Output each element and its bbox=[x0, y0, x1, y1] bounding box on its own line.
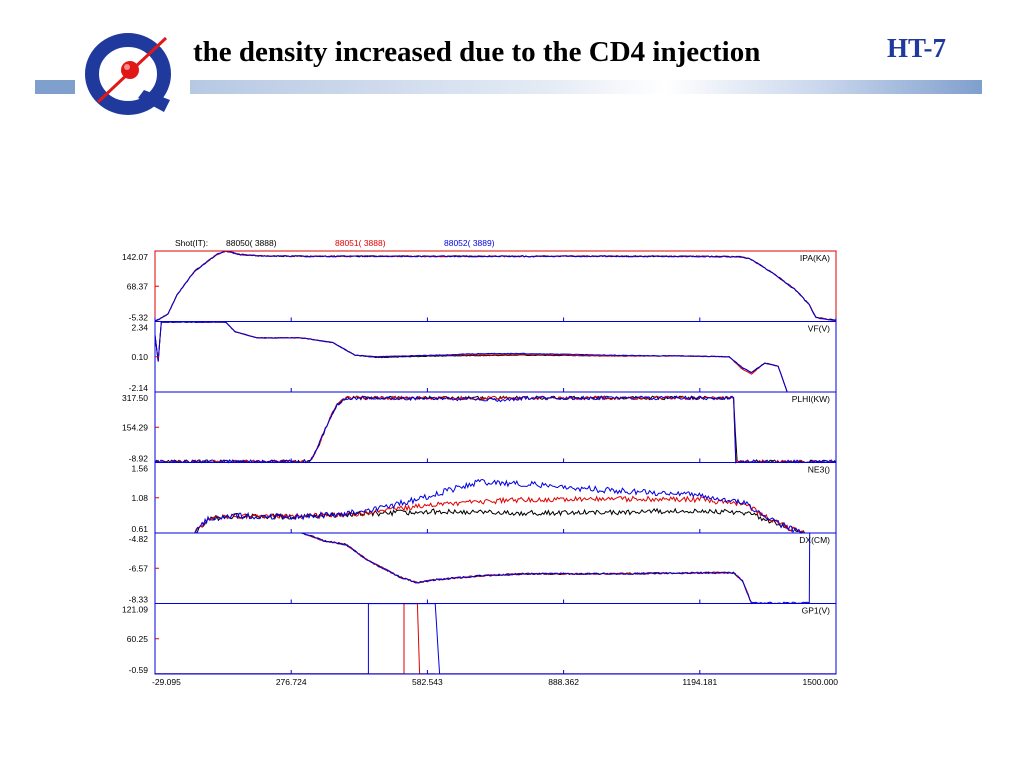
panel-name-0: IPA(KA) bbox=[800, 253, 830, 263]
shot-header-label: Shot(IT): bbox=[175, 238, 208, 248]
panel-0-ytick-0: 142.07 bbox=[122, 252, 148, 262]
panel-1-ytick-2: -2.14 bbox=[129, 383, 149, 393]
series-line-gp1v-88052 bbox=[155, 603, 836, 675]
x-tick-label-4: 1194.181 bbox=[682, 677, 717, 687]
panel-name-2: PLHI(KW) bbox=[792, 394, 830, 404]
panel-2-ytick-0: 317.50 bbox=[122, 393, 148, 403]
shot-header-2: 88052( 3889) bbox=[444, 238, 495, 248]
panel-4-ytick-2: -8.33 bbox=[129, 595, 149, 605]
series-line-dxcm-88051 bbox=[301, 532, 752, 604]
series-line-dxcm-88050 bbox=[301, 532, 752, 604]
panel-2-ytick-2: -8.92 bbox=[129, 454, 149, 464]
panel-3-ytick-1: 1.08 bbox=[131, 493, 148, 503]
x-tick-label-5: 1500.000 bbox=[803, 677, 839, 687]
series-line-ne3-88052 bbox=[194, 478, 805, 534]
series-line-ipaka-88050 bbox=[154, 250, 837, 322]
panel-name-3: NE3() bbox=[808, 465, 830, 475]
panel-name-5: GP1(V) bbox=[802, 606, 831, 616]
panel-0-ytick-2: -5.32 bbox=[129, 313, 149, 323]
panel-5-ytick-0: 121.09 bbox=[122, 605, 148, 615]
panel-3-ytick-0: 1.56 bbox=[131, 464, 148, 474]
series-line-gp1v-88051 bbox=[155, 603, 836, 675]
panel-name-4: DX(CM) bbox=[799, 535, 830, 545]
panel-3-ytick-2: 0.61 bbox=[131, 524, 148, 534]
panel-0-ytick-1: 68.37 bbox=[127, 281, 149, 291]
series-line-ipaka-88052 bbox=[154, 250, 837, 322]
panel-frame-4 bbox=[154, 532, 837, 604]
slide-title: the density increased due to the CD4 inj… bbox=[193, 36, 761, 68]
series-line-ipaka-88051 bbox=[154, 250, 837, 322]
shot-header-1: 88051( 3888) bbox=[335, 238, 386, 248]
panel-frame-1 bbox=[154, 321, 837, 393]
header-band-left bbox=[35, 80, 75, 94]
x-tick-label-0: -29.095 bbox=[152, 677, 181, 687]
panel-frame-3 bbox=[154, 462, 837, 534]
panel-name-1: VF(V) bbox=[808, 324, 830, 334]
header-band-right bbox=[190, 80, 982, 94]
series-line-vfv-88052 bbox=[154, 321, 788, 392]
institute-logo bbox=[85, 33, 171, 115]
x-tick-label-2: 582.543 bbox=[412, 677, 443, 687]
series-line-dxcm-88052 bbox=[301, 532, 811, 605]
panel-2-ytick-1: 154.29 bbox=[122, 422, 148, 432]
series-line-vfv-88051 bbox=[154, 321, 788, 392]
panel-frame-5 bbox=[154, 603, 837, 675]
panel-4-ytick-1: -6.57 bbox=[129, 563, 149, 573]
slide-tag: HT-7 bbox=[887, 33, 947, 63]
panel-4-ytick-0: -4.82 bbox=[129, 534, 149, 544]
panel-frame-0 bbox=[154, 250, 837, 322]
x-tick-label-1: 276.724 bbox=[276, 677, 307, 687]
series-line-plhikw-88052 bbox=[154, 395, 837, 464]
panel-5-ytick-2: -0.59 bbox=[129, 665, 149, 675]
panel-1-ytick-1: 0.10 bbox=[131, 352, 148, 362]
panel-1-ytick-0: 2.34 bbox=[131, 323, 148, 333]
panel-5-ytick-1: 60.25 bbox=[127, 634, 149, 644]
shot-header-0: 88050( 3888) bbox=[226, 238, 277, 248]
x-tick-label-3: 888.362 bbox=[548, 677, 579, 687]
series-line-ne3-88050 bbox=[194, 507, 806, 534]
